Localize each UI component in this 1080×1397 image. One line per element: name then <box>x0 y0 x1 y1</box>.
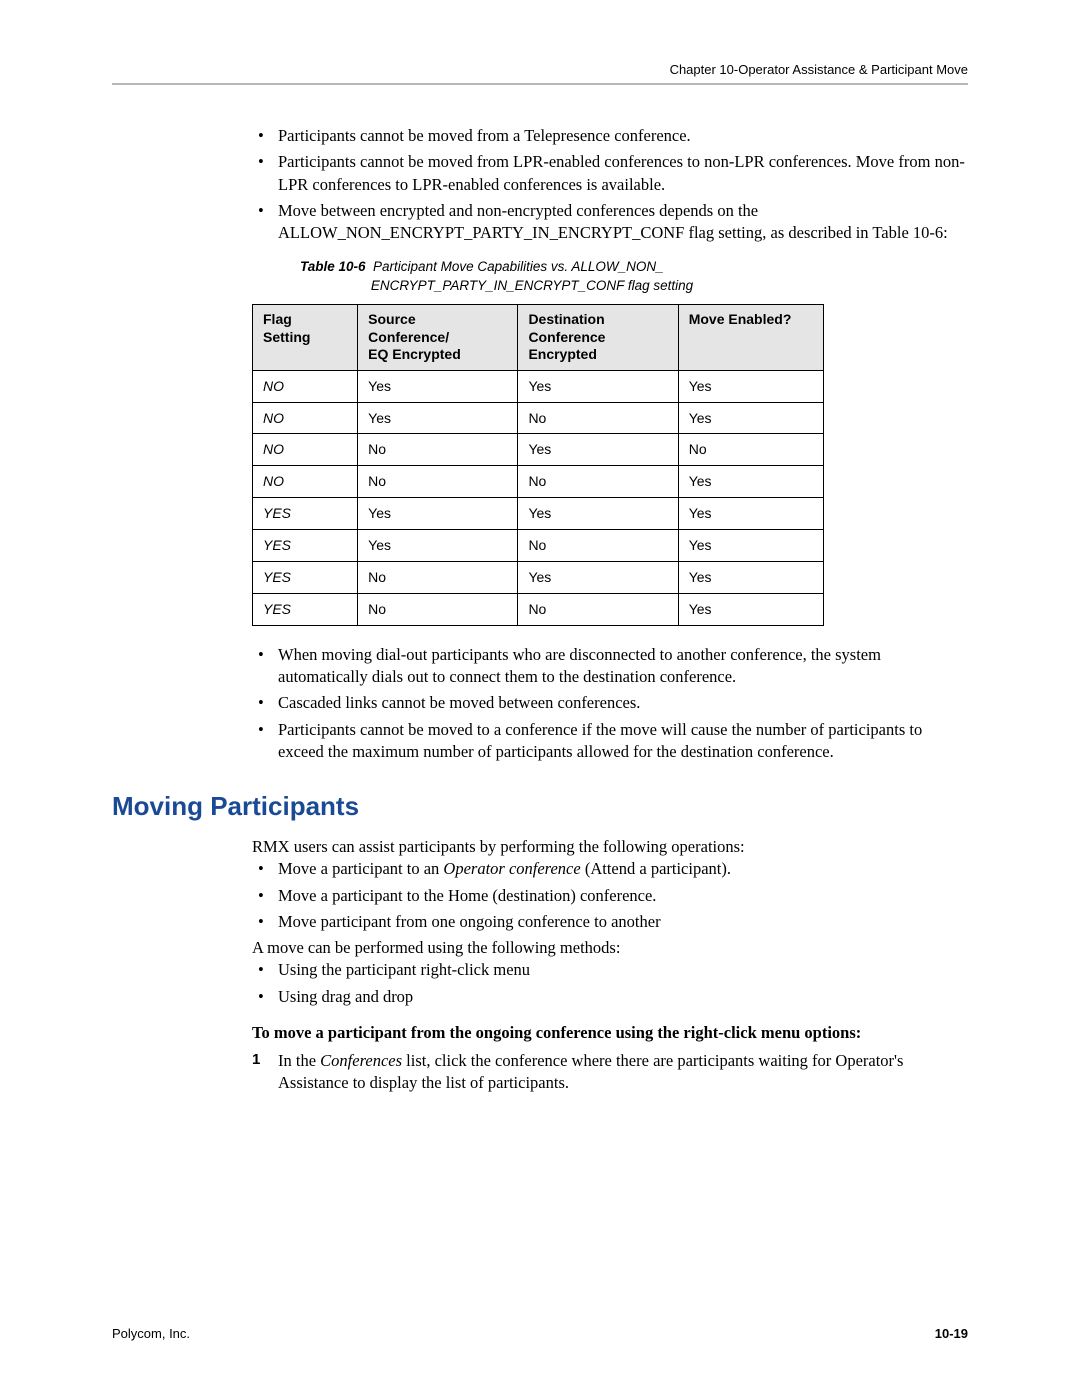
procedure-heading: To move a participant from the ongoing c… <box>252 1022 968 1044</box>
table-label: Table 10-6 <box>300 259 366 274</box>
table-header-row: FlagSetting SourceConference/EQ Encrypte… <box>253 305 824 371</box>
table-row: NONoNoYes <box>253 466 824 498</box>
methods-intro: A move can be performed using the follow… <box>252 937 968 959</box>
footer: Polycom, Inc. 10-19 <box>112 1326 968 1341</box>
top-bullets: Participants cannot be moved from a Tele… <box>252 125 968 244</box>
table-body: NOYesYesYes NOYesNoYes NONoYesNo NONoNoY… <box>253 370 824 625</box>
page-number: 10-19 <box>935 1326 968 1341</box>
th-move: Move Enabled? <box>678 305 823 371</box>
table-row: YESYesNoYes <box>253 530 824 562</box>
step-number: 1 <box>252 1050 260 1070</box>
caption-line1: Participant Move Capabilities vs. ALLOW_… <box>373 259 664 274</box>
table-row: NOYesYesYes <box>253 370 824 402</box>
bullet-item: Move a participant to an Operator confer… <box>252 858 968 880</box>
ops-bullets: Move a participant to an Operator confer… <box>252 858 968 933</box>
step-item: 1 In the Conferences list, click the con… <box>252 1050 968 1095</box>
th-source: SourceConference/EQ Encrypted <box>358 305 518 371</box>
bullet-item: Move between encrypted and non-encrypted… <box>252 200 968 245</box>
table-caption: Table 10-6 Participant Move Capabilities… <box>300 258 968 296</box>
table-row: YESYesYesYes <box>253 498 824 530</box>
chapter-header: Chapter 10-Operator Assistance & Partici… <box>112 62 968 77</box>
bullet-item: Move a participant to the Home (destinat… <box>252 885 968 907</box>
bullet-item: Using the participant right-click menu <box>252 959 968 981</box>
th-dest: DestinationConferenceEncrypted <box>518 305 678 371</box>
table-row: NONoYesNo <box>253 434 824 466</box>
bullet-item: Using drag and drop <box>252 986 968 1008</box>
intro-text: RMX users can assist participants by per… <box>252 836 968 858</box>
footer-company: Polycom, Inc. <box>112 1326 190 1341</box>
bullet-item: Participants cannot be moved from a Tele… <box>252 125 968 147</box>
header-rule <box>112 83 968 85</box>
mid-bullets: When moving dial-out participants who ar… <box>252 644 968 763</box>
bullet-item: Cascaded links cannot be moved between c… <box>252 692 968 714</box>
bullet-item: Participants cannot be moved from LPR-en… <box>252 151 968 196</box>
section-heading: Moving Participants <box>112 791 968 822</box>
th-flag: FlagSetting <box>253 305 358 371</box>
bullet-item: When moving dial-out participants who ar… <box>252 644 968 689</box>
methods-bullets: Using the participant right-click menu U… <box>252 959 968 1008</box>
procedure-steps: 1 In the Conferences list, click the con… <box>252 1050 968 1095</box>
table-row: NOYesNoYes <box>253 402 824 434</box>
bullet-item: Participants cannot be moved to a confer… <box>252 719 968 764</box>
bullet-item: Move participant from one ongoing confer… <box>252 911 968 933</box>
caption-line2: ENCRYPT_PARTY_IN_ENCRYPT_CONF flag setti… <box>371 278 693 293</box>
table-row: YESNoNoYes <box>253 593 824 625</box>
capabilities-table: FlagSetting SourceConference/EQ Encrypte… <box>252 304 824 626</box>
table-row: YESNoYesYes <box>253 561 824 593</box>
